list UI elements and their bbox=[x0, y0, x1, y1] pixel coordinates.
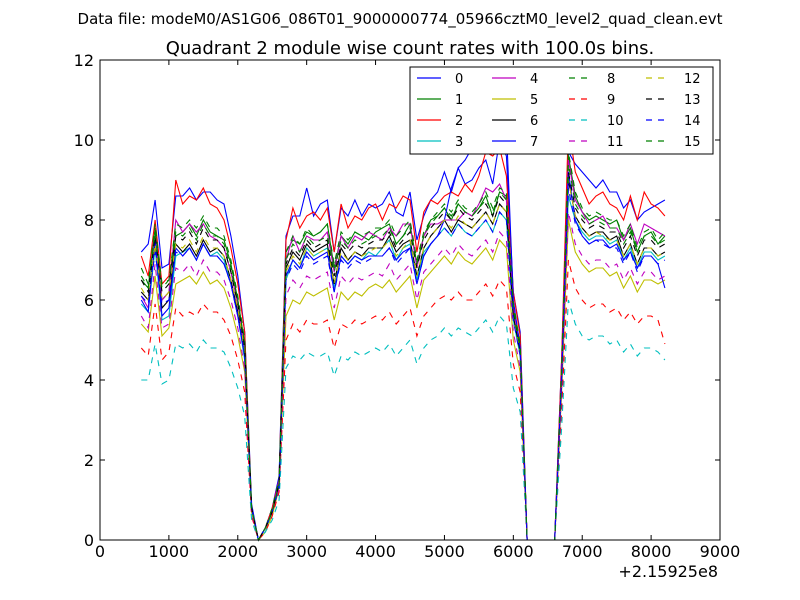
y-tick-label: 2 bbox=[84, 451, 94, 470]
x-offset-label: +2.15925e8 bbox=[618, 562, 718, 581]
x-tick-label: 9000 bbox=[700, 542, 741, 561]
legend-label-6: 6 bbox=[530, 114, 538, 129]
legend-label-0: 0 bbox=[455, 72, 463, 87]
legend-label-9: 9 bbox=[607, 93, 615, 108]
x-tick-label: 4000 bbox=[355, 542, 396, 561]
series-line-2 bbox=[140, 123, 666, 542]
x-tick-label: 2000 bbox=[217, 542, 258, 561]
legend-label-3: 3 bbox=[455, 135, 463, 150]
series-line-10 bbox=[141, 299, 666, 542]
series-line-11 bbox=[140, 211, 666, 542]
ticks-layer: 0 1000 2000 3000 4000 5000 6000 7000 8000 9000 0 2 4… bbox=[74, 51, 741, 561]
y-tick-label: 0 bbox=[84, 531, 94, 550]
legend-label-1: 1 bbox=[455, 93, 463, 108]
series-line-4 bbox=[140, 159, 666, 542]
x-tick-label: 5000 bbox=[424, 542, 465, 561]
legend-label-15: 15 bbox=[684, 135, 701, 150]
x-tick-label: 0 bbox=[95, 542, 105, 561]
legend-label-2: 2 bbox=[455, 114, 463, 129]
legend-label-5: 5 bbox=[530, 93, 538, 108]
y-tick-label: 6 bbox=[84, 291, 94, 310]
chart-title: Quadrant 2 module wise count rates with … bbox=[166, 38, 655, 59]
series-line-6 bbox=[140, 179, 666, 542]
series-line-15 bbox=[140, 163, 666, 542]
legend-label-7: 7 bbox=[530, 135, 538, 150]
x-tick-label: 6000 bbox=[493, 542, 534, 561]
y-tick-label: 12 bbox=[74, 51, 94, 70]
legend-label-11: 11 bbox=[607, 135, 624, 150]
legend-label-4: 4 bbox=[530, 72, 538, 87]
series-layer bbox=[140, 110, 666, 542]
legend-label-14: 14 bbox=[684, 114, 701, 129]
x-tick-label: 1000 bbox=[149, 542, 190, 561]
legend-box bbox=[409, 66, 714, 155]
x-tick-label: 3000 bbox=[286, 542, 327, 561]
series-line-12 bbox=[140, 179, 666, 542]
series-line-13 bbox=[140, 171, 666, 542]
legend-label-8: 8 bbox=[607, 72, 615, 87]
legend-label-10: 10 bbox=[607, 114, 624, 129]
y-tick-label: 8 bbox=[84, 211, 94, 230]
series-line-9 bbox=[140, 259, 666, 542]
series-line-0 bbox=[140, 138, 666, 542]
y-tick-label: 10 bbox=[74, 131, 94, 150]
legend-label-12: 12 bbox=[684, 72, 701, 87]
x-tick-label: 7000 bbox=[562, 542, 603, 561]
x-tick-label: 8000 bbox=[631, 542, 672, 561]
series-line-14 bbox=[140, 187, 666, 542]
legend-label-13: 13 bbox=[684, 93, 701, 108]
y-tick-label: 4 bbox=[84, 371, 94, 390]
series-line-8 bbox=[140, 151, 666, 542]
series-line-5 bbox=[140, 219, 666, 542]
suptitle: Data file: modeM0/AS1G06_086T01_90000007… bbox=[78, 10, 723, 29]
